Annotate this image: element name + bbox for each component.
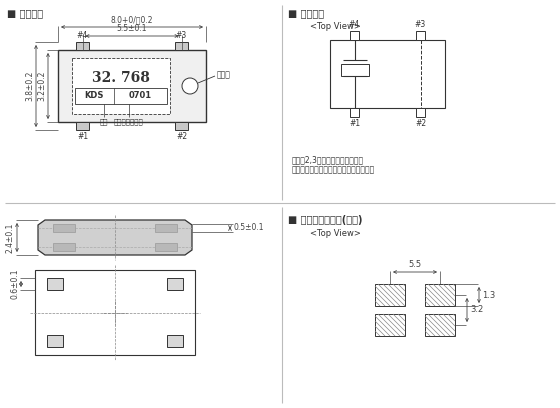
Bar	[175, 42, 188, 50]
Bar	[72, 58, 170, 114]
Bar	[155, 243, 177, 251]
Bar	[167, 335, 183, 347]
Text: 8.0+0/－0.2: 8.0+0/－0.2	[111, 15, 153, 24]
Bar	[47, 335, 63, 347]
Text: 32. 768: 32. 768	[92, 71, 150, 85]
Bar	[155, 224, 177, 232]
Text: #1: #1	[349, 119, 360, 128]
Bar	[350, 108, 359, 117]
Bar	[375, 314, 405, 336]
Text: #2: #2	[415, 119, 426, 128]
Bar	[58, 50, 206, 122]
Text: 0701: 0701	[129, 91, 152, 100]
Text: 5.5±0.1: 5.5±0.1	[116, 24, 147, 33]
Text: #3: #3	[415, 20, 426, 29]
Text: #1: #1	[77, 132, 88, 141]
Text: #2: #2	[176, 132, 187, 141]
Bar	[350, 31, 359, 40]
Text: #4: #4	[349, 20, 360, 29]
Bar	[175, 122, 188, 130]
Bar	[167, 278, 183, 290]
Text: 5.5: 5.5	[408, 260, 422, 269]
Text: ■ 外形寸法: ■ 外形寸法	[7, 8, 43, 18]
Text: 3.8±0.2: 3.8±0.2	[25, 71, 34, 101]
Text: 社名: 社名	[99, 118, 108, 124]
Bar	[47, 278, 63, 290]
Bar	[53, 243, 75, 251]
Circle shape	[182, 78, 198, 94]
Bar	[416, 108, 425, 117]
Bar	[375, 284, 405, 306]
Text: 0.5±0.1: 0.5±0.1	[233, 224, 264, 233]
Text: KDS: KDS	[85, 91, 104, 100]
Text: 周波数: 周波数	[217, 71, 231, 80]
Text: 3.2±0.2: 3.2±0.2	[37, 71, 46, 101]
Text: 1.3: 1.3	[482, 290, 495, 299]
Bar	[75, 88, 167, 104]
Bar	[76, 42, 89, 50]
Bar	[425, 314, 455, 336]
Text: 端子＃2,3は電気的にオープンに: 端子＃2,3は電気的にオープンに	[292, 155, 364, 164]
Bar	[425, 284, 455, 306]
Text: なるように基板に取り付けてください。: なるように基板に取り付けてください。	[292, 165, 375, 174]
Bar	[330, 40, 445, 108]
Bar	[53, 224, 75, 232]
Text: 製造ロット番号: 製造ロット番号	[114, 118, 143, 124]
Text: ■ ランドパターン(参考): ■ ランドパターン(参考)	[288, 215, 362, 225]
Text: #3: #3	[176, 31, 187, 40]
Text: 0.6±0.1: 0.6±0.1	[10, 269, 19, 299]
Text: ■ 内部接続: ■ 内部接続	[288, 8, 324, 18]
Text: #4: #4	[77, 31, 88, 40]
Text: <Top View>: <Top View>	[310, 22, 361, 31]
Bar	[76, 122, 89, 130]
Bar	[416, 31, 425, 40]
Bar	[35, 270, 195, 355]
Text: 2.4±0.1: 2.4±0.1	[6, 222, 15, 253]
Text: <Top View>: <Top View>	[310, 229, 361, 238]
Bar	[340, 64, 368, 76]
Polygon shape	[38, 220, 192, 255]
Text: 3.2: 3.2	[470, 306, 483, 315]
